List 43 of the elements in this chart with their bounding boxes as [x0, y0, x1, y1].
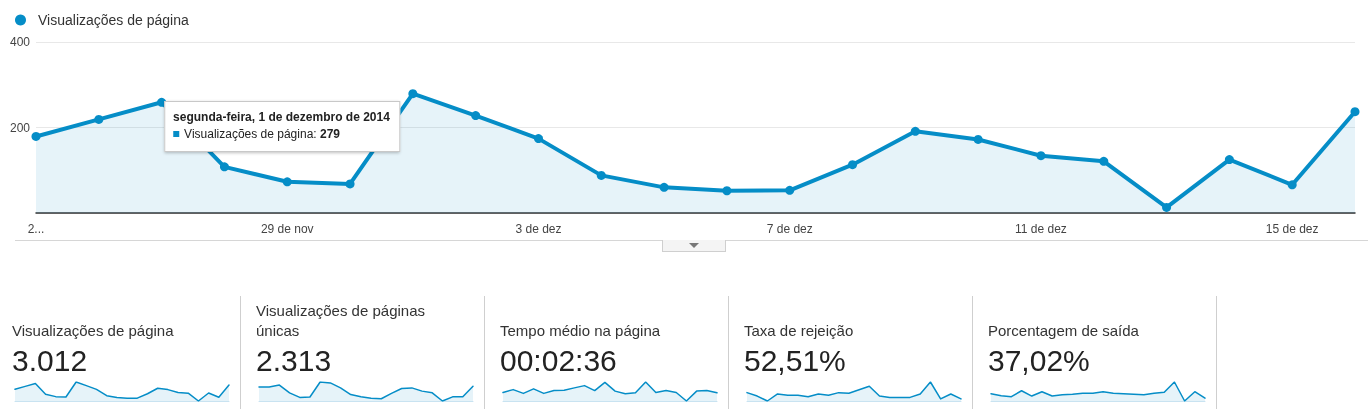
chart-title: Visualizações de página — [12, 321, 175, 339]
point — [408, 89, 418, 99]
text: 2.313 — [256, 343, 332, 377]
point — [1224, 155, 1234, 165]
annotation: segunda-feira, 1 de dezembro de 2014 — [173, 108, 390, 126]
point — [31, 131, 41, 141]
legend-label: Visualizações de página — [38, 12, 189, 28]
point — [659, 182, 669, 192]
point — [1287, 180, 1297, 190]
point — [910, 126, 920, 136]
text: 52,51% — [744, 343, 846, 377]
point — [219, 162, 229, 172]
point — [596, 170, 606, 180]
text: 00:02:36 — [500, 343, 617, 377]
point — [785, 185, 795, 195]
chart-title: Porcentagem de saída — [988, 321, 1140, 339]
point — [471, 111, 481, 121]
tooltip: segunda-feira, 1 de dezembro de 2014 Visualizações de página: 279 — [164, 100, 400, 152]
point — [345, 179, 355, 189]
x-tick-label: 11 de dez — [1015, 222, 1067, 236]
point — [1162, 202, 1172, 212]
text: 3.012 — [12, 343, 88, 377]
point — [722, 186, 732, 196]
point — [1350, 107, 1360, 117]
point — [1036, 151, 1046, 161]
chart-title: Visualizações de páginas únicas — [256, 301, 430, 339]
point — [1099, 156, 1109, 166]
point — [282, 177, 292, 187]
x-tick-label: 15 de dez — [1265, 222, 1319, 236]
annotation: Visualizações de página: 279 — [184, 125, 340, 143]
y-tick-label: 400 — [9, 35, 31, 49]
point — [94, 114, 104, 124]
x-tick-label: 29 de nov — [260, 222, 314, 236]
point — [973, 134, 983, 144]
y-tick-label: 200 — [9, 120, 31, 135]
point — [533, 134, 543, 144]
point — [848, 160, 858, 170]
x-tick-label: 3 de dez — [515, 222, 562, 236]
text: 37,02% — [988, 343, 1090, 377]
x-tick-label: 2... — [27, 222, 45, 236]
chart-title: Tempo médio na página — [500, 321, 661, 339]
chart-title: Taxa de rejeição — [744, 321, 854, 339]
x-tick-label: 7 de dez — [766, 222, 813, 236]
